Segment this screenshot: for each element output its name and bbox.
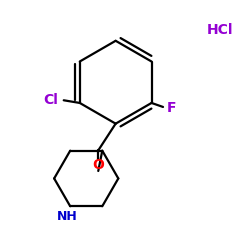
Text: O: O: [92, 158, 104, 172]
Text: F: F: [167, 101, 176, 115]
Text: HCl: HCl: [207, 23, 233, 37]
Text: NH: NH: [57, 210, 78, 223]
Text: Cl: Cl: [44, 93, 58, 107]
